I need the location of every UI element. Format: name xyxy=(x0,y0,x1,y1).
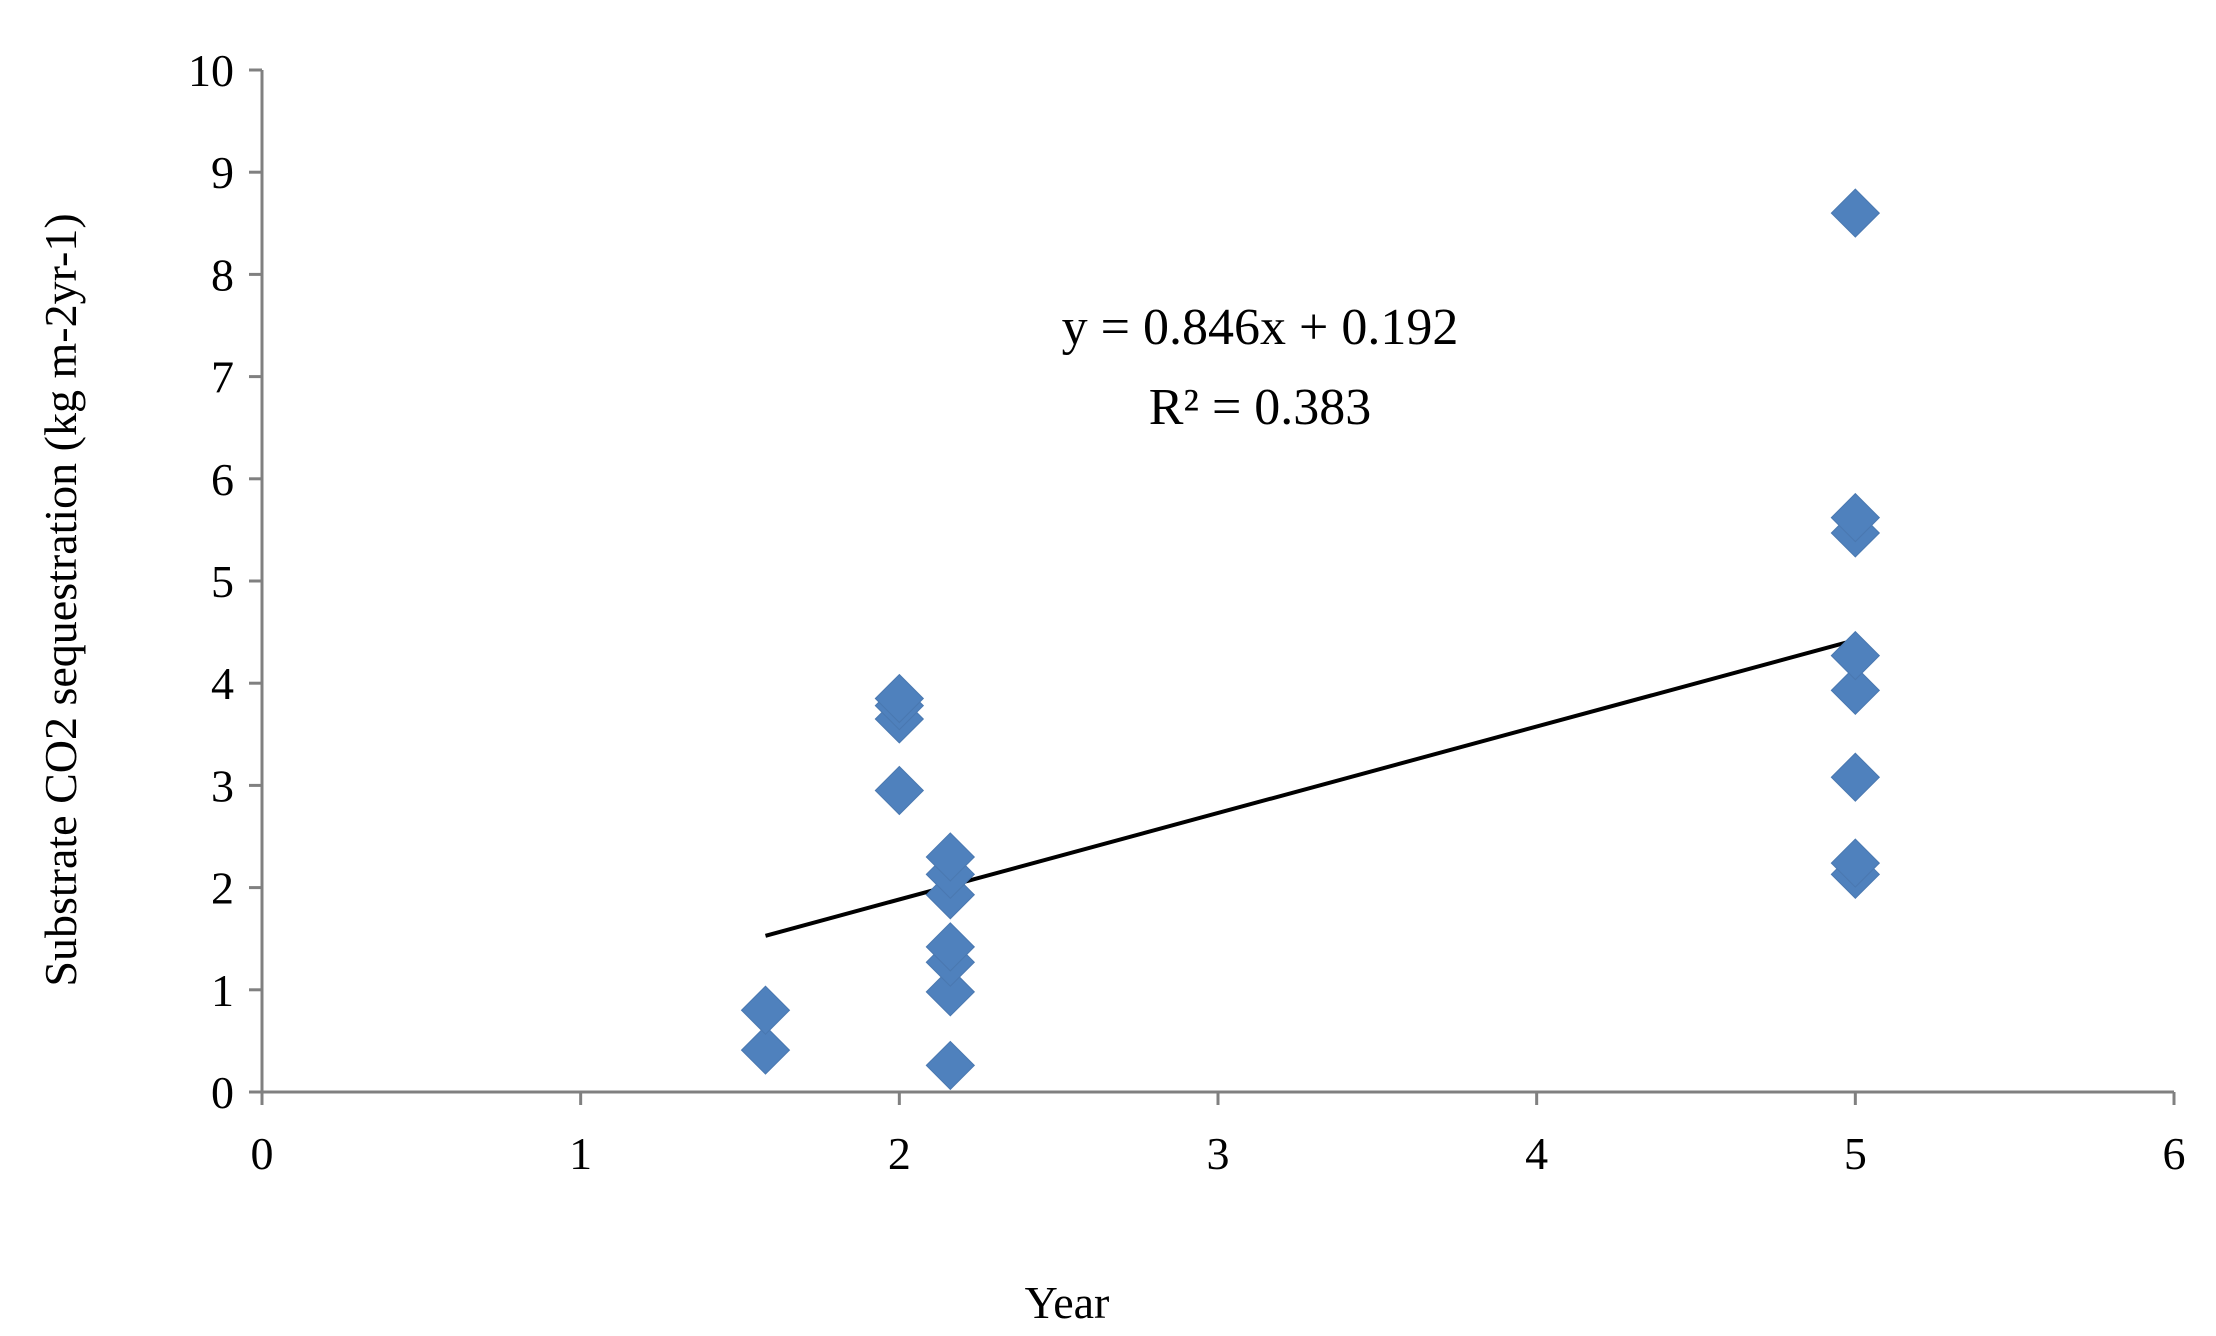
y-tick-label: 8 xyxy=(211,249,234,300)
data-point xyxy=(1830,838,1881,888)
y-tick-label: 10 xyxy=(188,45,234,96)
x-axis-ticks: 0 1 2 3 4 5 6 xyxy=(251,1092,2186,1179)
data-point xyxy=(1830,630,1881,681)
data-point xyxy=(925,832,976,882)
y-tick-label: 4 xyxy=(211,658,234,709)
x-axis-title: Year xyxy=(1025,1277,1110,1328)
x-tick-label: 3 xyxy=(1207,1128,1230,1179)
x-tick-label: 6 xyxy=(2163,1128,2186,1179)
data-point xyxy=(925,967,976,1017)
trendline-equation: y = 0.846x + 0.192 xyxy=(1062,299,1459,356)
y-tick-label: 3 xyxy=(211,760,234,811)
y-tick-label: 7 xyxy=(211,352,234,403)
data-point xyxy=(925,1040,976,1091)
data-point xyxy=(1830,188,1881,238)
x-tick-label: 4 xyxy=(1525,1128,1548,1179)
y-tick-label: 9 xyxy=(211,147,234,198)
x-tick-label: 5 xyxy=(1844,1128,1867,1179)
y-tick-label: 0 xyxy=(211,1067,234,1118)
y-tick-label: 6 xyxy=(211,454,234,505)
y-tick-label: 5 xyxy=(211,556,234,607)
data-point xyxy=(874,765,925,816)
data-point xyxy=(1830,492,1881,543)
x-tick-label: 1 xyxy=(569,1128,592,1179)
data-point xyxy=(1830,665,1881,716)
y-axis-ticks: 0 1 2 3 4 5 6 7 8 9 10 xyxy=(188,45,262,1118)
data-point xyxy=(925,922,976,972)
y-tick-label: 2 xyxy=(211,863,234,914)
x-tick-label: 0 xyxy=(251,1128,274,1179)
data-point xyxy=(740,1025,791,1075)
data-point xyxy=(874,673,925,724)
x-tick-label: 2 xyxy=(888,1128,911,1179)
data-points xyxy=(740,188,1881,1091)
y-axis-title: Substrate CO2 sequestration (kg m-2yr-1) xyxy=(35,213,86,986)
y-tick-label: 1 xyxy=(211,965,234,1016)
data-point xyxy=(740,985,791,1035)
r-squared-label: R² = 0.383 xyxy=(1149,379,1372,436)
data-point xyxy=(1830,752,1881,802)
